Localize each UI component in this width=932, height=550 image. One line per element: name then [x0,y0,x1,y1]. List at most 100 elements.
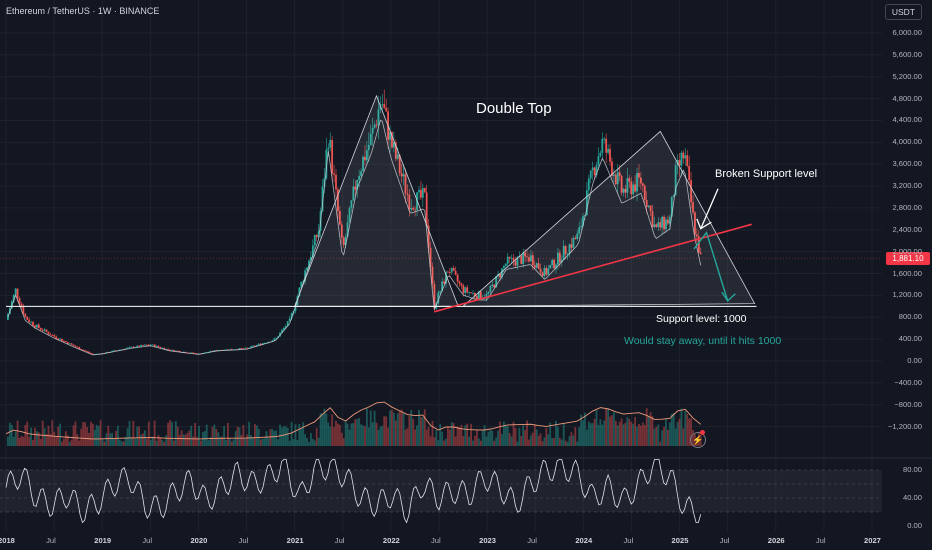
candle-body [157,345,160,347]
candle-body [35,324,38,328]
candle-body [61,338,63,342]
candle-body [595,165,598,176]
volume-bar [72,425,75,446]
volume-bar [462,436,465,446]
candle-body [49,334,52,336]
volume-bar [481,430,484,446]
time-axis-tick: Jul [142,536,153,545]
volume-bar [128,421,131,446]
candle-body [315,235,318,238]
volume-bar [640,425,642,446]
volume-bar [254,424,256,446]
candle-body [593,167,596,176]
volume-bar [151,436,154,446]
candle-body [230,349,233,350]
volume-bar [624,422,627,446]
volume-bar [35,431,38,446]
volume-bar [543,437,546,446]
candle-body [365,150,368,161]
candle-body [250,346,252,348]
volume-bar [105,433,108,446]
volume-bar [686,414,689,446]
candle-body [641,183,644,186]
candle-body [578,227,581,234]
candle-body [313,235,316,246]
volume-bar [684,410,687,446]
currency-badge[interactable]: USDT [884,4,922,20]
volume-bar [391,409,393,446]
candle-body [338,210,341,225]
volume-bar [194,422,197,446]
candle-body [329,140,332,148]
candle-body [543,267,546,277]
volume-bar [530,435,532,446]
candle-body [508,256,511,259]
candle-body [86,351,88,352]
volume-bar [163,441,166,446]
candle-body [30,321,32,323]
volume-bar [456,426,459,446]
candle-body [564,245,567,255]
volume-bar [632,423,635,446]
volume-bar [51,420,54,446]
candle-body [456,274,459,282]
lightning-icon[interactable]: ⚡ [690,432,706,448]
candle-body [665,219,667,230]
volume-bar [491,430,494,446]
candle-body [325,149,328,179]
time-axis-tick: 2018 [0,536,15,545]
volume-bar [522,425,525,446]
candle-body [682,152,685,159]
candle-body [327,147,330,150]
volume-bar [275,430,278,446]
candle-body [32,321,34,326]
candle-body [672,195,675,197]
volume-bar [470,423,472,446]
volume-bar [244,438,247,446]
candle-body [132,346,135,348]
volume-bar [84,422,87,446]
volume-bar [649,412,652,446]
candle-body [443,281,445,284]
candle-body [273,338,276,341]
candle-body [622,188,625,193]
volume-bar [400,409,403,446]
volume-bar [549,422,552,446]
candle-body [535,263,538,268]
price-axis-tick: −400.00 [894,377,922,387]
volume-bar [510,436,513,446]
volume-bar [362,425,364,446]
volume-bar [385,416,388,446]
volume-bar [506,426,509,446]
candle-body [657,222,660,227]
volume-bar [306,438,308,446]
volume-bar [236,426,239,446]
volume-bar [477,438,480,446]
candle-body [616,172,619,185]
volume-bar [159,437,162,446]
candle-body [227,349,229,351]
candle-body [360,171,362,176]
volume-bar [614,420,617,446]
candle-body [43,329,46,331]
candle-body [632,184,635,195]
candle-body [597,156,600,166]
volume-bar [367,427,370,446]
candle-body [651,211,654,228]
volume-bar [192,436,195,446]
candle-body [124,348,127,350]
volume-bar [144,430,146,446]
candle-body [506,256,509,264]
volume-bar [282,426,285,446]
volume-bar [255,425,258,446]
candle-body [88,351,90,353]
candle-body [485,293,488,298]
volume-bar [261,438,264,446]
candle-body [84,350,87,352]
volume-bar [232,439,235,446]
candle-body [178,351,181,352]
volume-bar [292,439,295,446]
candle-body [130,346,133,348]
volume-bar [120,441,123,446]
